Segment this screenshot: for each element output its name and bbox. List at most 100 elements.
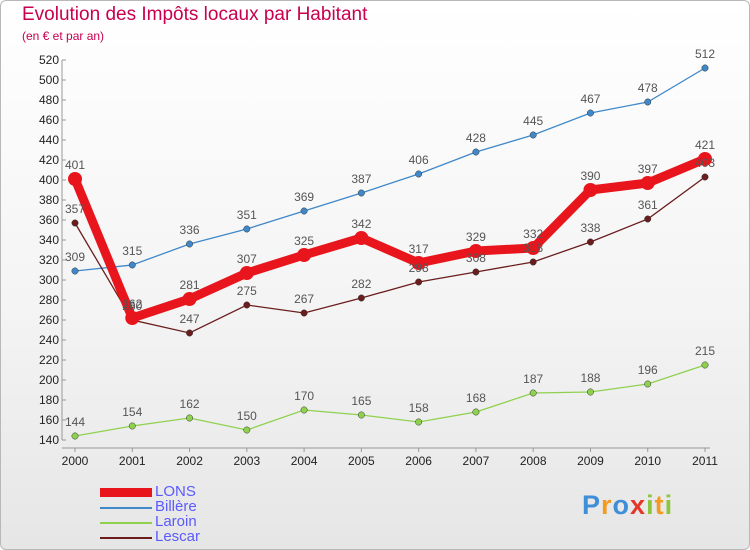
data-label: 307 bbox=[237, 252, 257, 266]
chart-title: Evolution des Impôts locaux par Habitant bbox=[22, 4, 368, 25]
legend-swatch bbox=[100, 537, 152, 539]
data-point bbox=[71, 432, 79, 440]
y-tick-label: 500 bbox=[39, 73, 59, 87]
y-tick-label: 340 bbox=[39, 233, 59, 247]
proxiti-logo: Proxiti bbox=[582, 490, 674, 520]
data-label: 445 bbox=[523, 114, 543, 128]
data-point bbox=[529, 389, 537, 397]
legend-label: Laroin bbox=[155, 513, 197, 530]
data-label: 342 bbox=[351, 217, 371, 231]
legend-swatch bbox=[100, 488, 152, 497]
y-tick-label: 400 bbox=[39, 173, 59, 187]
data-point bbox=[644, 98, 652, 106]
x-tick-label: 2011 bbox=[692, 454, 718, 468]
series-line bbox=[74, 67, 706, 272]
y-tick-label: 160 bbox=[39, 413, 59, 427]
x-tick-label: 2009 bbox=[577, 454, 604, 468]
data-label: 158 bbox=[409, 401, 429, 415]
data-label: 162 bbox=[180, 397, 200, 411]
data-point bbox=[587, 109, 594, 117]
data-point bbox=[71, 267, 79, 275]
y-tick-label: 240 bbox=[39, 333, 59, 347]
data-label: 275 bbox=[237, 284, 257, 298]
y-tick-label: 380 bbox=[39, 193, 59, 207]
data-label: 401 bbox=[65, 158, 85, 172]
data-label: 467 bbox=[580, 92, 600, 106]
x-tick-label: 2005 bbox=[348, 454, 375, 468]
data-point bbox=[300, 406, 308, 414]
data-label: 215 bbox=[695, 344, 715, 358]
data-label: 387 bbox=[351, 172, 371, 186]
data-point bbox=[125, 311, 140, 325]
x-tick-label: 2002 bbox=[176, 454, 203, 468]
data-point bbox=[644, 215, 652, 223]
data-point bbox=[357, 189, 365, 197]
data-point bbox=[300, 207, 308, 215]
legend-label: LONS bbox=[155, 483, 196, 500]
data-point bbox=[186, 240, 193, 248]
data-point bbox=[243, 225, 251, 233]
series-lescar bbox=[71, 173, 709, 337]
y-tick-label: 360 bbox=[39, 213, 59, 227]
x-tick-label: 2000 bbox=[62, 454, 89, 468]
data-point bbox=[239, 266, 254, 280]
data-label: 478 bbox=[638, 81, 658, 95]
y-tick-label: 420 bbox=[39, 153, 59, 167]
legend-swatch bbox=[100, 522, 152, 524]
y-tick-label: 520 bbox=[39, 53, 59, 67]
data-point bbox=[357, 294, 365, 302]
data-point bbox=[186, 329, 193, 337]
data-label: 187 bbox=[523, 372, 543, 386]
data-point bbox=[243, 426, 251, 434]
data-label: 196 bbox=[638, 363, 658, 377]
data-point bbox=[297, 248, 312, 262]
data-point bbox=[182, 292, 197, 306]
data-label: 150 bbox=[237, 409, 257, 423]
legend-swatch bbox=[100, 507, 152, 509]
data-point bbox=[472, 148, 480, 156]
data-point bbox=[300, 309, 308, 317]
data-point bbox=[411, 256, 426, 270]
y-tick-label: 260 bbox=[39, 313, 59, 327]
data-label: 406 bbox=[409, 153, 429, 167]
chart-subtitle: (en € et par an) bbox=[22, 29, 105, 43]
x-tick-label: 2004 bbox=[291, 454, 318, 468]
data-point bbox=[529, 258, 537, 266]
x-tick-label: 2010 bbox=[634, 454, 661, 468]
data-label: 351 bbox=[237, 208, 257, 222]
data-label: 315 bbox=[122, 244, 142, 258]
data-label: 332 bbox=[523, 227, 543, 241]
data-label: 308 bbox=[466, 251, 486, 265]
data-label: 165 bbox=[351, 394, 371, 408]
y-tick-label: 200 bbox=[39, 373, 59, 387]
data-label: 170 bbox=[294, 389, 314, 403]
data-label: 281 bbox=[180, 278, 200, 292]
data-label: 282 bbox=[351, 277, 371, 291]
data-label: 188 bbox=[580, 371, 600, 385]
x-tick-label: 2006 bbox=[405, 454, 432, 468]
x-tick-label: 2007 bbox=[463, 454, 490, 468]
data-point bbox=[698, 152, 712, 166]
data-point bbox=[640, 176, 655, 190]
data-point bbox=[243, 301, 251, 309]
data-point bbox=[587, 388, 594, 396]
data-label: 298 bbox=[409, 261, 429, 275]
data-point bbox=[415, 418, 423, 426]
data-label: 267 bbox=[294, 292, 314, 306]
data-point bbox=[526, 241, 541, 255]
data-label: 390 bbox=[580, 169, 600, 183]
series-billère bbox=[71, 64, 709, 275]
data-label: 336 bbox=[180, 223, 200, 237]
data-label: 369 bbox=[294, 190, 314, 204]
data-label: 154 bbox=[122, 405, 142, 419]
data-label: 309 bbox=[65, 250, 85, 264]
data-labels: 309 315 336 351 369 387 406 428 445 467 478 512 144 1… bbox=[65, 47, 715, 429]
data-point bbox=[701, 64, 709, 72]
data-label: 421 bbox=[695, 138, 715, 152]
y-tick-label: 180 bbox=[39, 393, 59, 407]
series-line bbox=[74, 364, 706, 437]
data-point bbox=[472, 408, 480, 416]
data-point bbox=[68, 172, 82, 186]
